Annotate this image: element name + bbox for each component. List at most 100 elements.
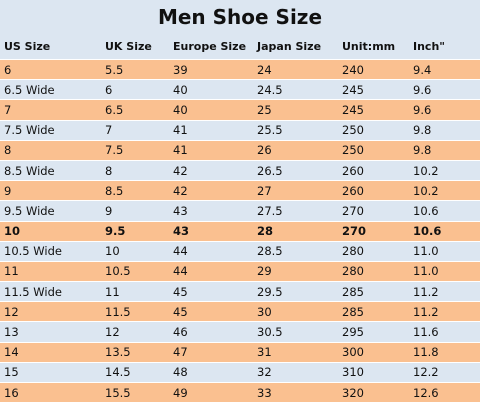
cell-uk-size: 10.5: [101, 260, 169, 282]
table-row: 7 6.5 40 25 245 9.6: [0, 99, 480, 121]
header-japan-size: Japan Size: [257, 40, 322, 53]
cell-japan-size: 33: [253, 382, 338, 402]
cell-japan-size: 25.5: [253, 119, 338, 141]
cell-europe-size: 42: [169, 180, 253, 201]
cell-europe-size: 47: [169, 341, 253, 363]
table-row: 8.5 Wide 8 42 26.5 260 10.2: [0, 159, 480, 181]
size-table: US Size UK Size Europe Size Japan Size U…: [0, 34, 480, 402]
size-rows: 6 5.5 39 24 240 9.4 6.5 Wide 6 40 24.5 245 9.6 7 6.5 4…: [0, 58, 480, 402]
cell-us-size: 15: [0, 361, 101, 383]
table-row: 15 14.5 48 32 310 12.2: [0, 361, 480, 383]
cell-inch: 11.0: [409, 260, 480, 282]
cell-mm: 250: [338, 139, 409, 161]
cell-inch: 9.8: [409, 119, 480, 141]
cell-inch: 11.6: [409, 321, 480, 343]
cell-europe-size: 45: [169, 301, 253, 322]
cell-us-size: 7: [0, 99, 101, 121]
cell-mm: 260: [338, 180, 409, 201]
cell-japan-size: 29.5: [253, 281, 338, 302]
page-title: Men Shoe Size: [157, 5, 323, 29]
cell-mm: 320: [338, 382, 409, 402]
cell-us-size: 7.5 Wide: [0, 119, 101, 141]
header-europe-size: Europe Size: [173, 40, 247, 53]
cell-us-size: 9.5 Wide: [0, 200, 101, 221]
cell-inch: 10.6: [409, 220, 480, 242]
cell-japan-size: 32: [253, 361, 338, 383]
cell-japan-size: 29: [253, 260, 338, 282]
header-inch: Inch": [413, 40, 446, 53]
cell-europe-size: 45: [169, 281, 253, 302]
cell-uk-size: 7.5: [101, 139, 169, 161]
cell-europe-size: 49: [169, 382, 253, 402]
cell-europe-size: 41: [169, 119, 253, 141]
cell-us-size: 16: [0, 382, 101, 402]
cell-us-size: 8: [0, 139, 101, 161]
cell-us-size: 11.5 Wide: [0, 281, 101, 302]
cell-mm: 245: [338, 79, 409, 100]
cell-inch: 9.6: [409, 99, 480, 121]
cell-europe-size: 44: [169, 240, 253, 262]
table-row: 10.5 Wide 10 44 28.5 280 11.0: [0, 240, 480, 262]
cell-inch: 9.4: [409, 58, 480, 80]
cell-inch: 11.2: [409, 301, 480, 322]
cell-europe-size: 43: [169, 220, 253, 242]
cell-japan-size: 28.5: [253, 240, 338, 262]
cell-us-size: 9: [0, 180, 101, 201]
table-row: 8 7.5 41 26 250 9.8: [0, 139, 480, 161]
cell-uk-size: 12: [101, 321, 169, 343]
cell-japan-size: 27.5: [253, 200, 338, 221]
cell-uk-size: 13.5: [101, 341, 169, 363]
cell-us-size: 14: [0, 341, 101, 363]
cell-mm: 295: [338, 321, 409, 343]
cell-mm: 270: [338, 200, 409, 221]
cell-europe-size: 46: [169, 321, 253, 343]
cell-europe-size: 40: [169, 99, 253, 121]
cell-europe-size: 39: [169, 58, 253, 80]
cell-japan-size: 24.5: [253, 79, 338, 100]
cell-uk-size: 11: [101, 281, 169, 302]
cell-uk-size: 8: [101, 159, 169, 181]
cell-europe-size: 43: [169, 200, 253, 221]
table-row: 11.5 Wide 11 45 29.5 285 11.2: [0, 281, 480, 302]
cell-us-size: 13: [0, 321, 101, 343]
table-row: 14 13.5 47 31 300 11.8: [0, 341, 480, 363]
table-row: 12 11.5 45 30 285 11.2: [0, 301, 480, 322]
cell-inch: 11.0: [409, 240, 480, 262]
cell-europe-size: 42: [169, 159, 253, 181]
cell-uk-size: 14.5: [101, 361, 169, 383]
cell-japan-size: 26: [253, 139, 338, 161]
cell-uk-size: 7: [101, 119, 169, 141]
cell-us-size: 6: [0, 58, 101, 80]
cell-inch: 12.2: [409, 361, 480, 383]
cell-us-size: 11: [0, 260, 101, 282]
cell-mm: 300: [338, 341, 409, 363]
cell-mm: 285: [338, 301, 409, 322]
cell-europe-size: 48: [169, 361, 253, 383]
cell-uk-size: 15.5: [101, 382, 169, 402]
table-row: 16 15.5 49 33 320 12.6: [0, 382, 480, 402]
cell-europe-size: 40: [169, 79, 253, 100]
cell-inch: 9.6: [409, 79, 480, 100]
table-row: 10 9.5 43 28 270 10.6: [0, 220, 480, 242]
table-row: 9.5 Wide 9 43 27.5 270 10.6: [0, 200, 480, 221]
cell-mm: 250: [338, 119, 409, 141]
cell-mm: 245: [338, 99, 409, 121]
cell-inch: 10.2: [409, 180, 480, 201]
cell-mm: 270: [338, 220, 409, 242]
cell-uk-size: 9: [101, 200, 169, 221]
cell-mm: 260: [338, 159, 409, 181]
cell-mm: 285: [338, 281, 409, 302]
cell-uk-size: 10: [101, 240, 169, 262]
header-us-size: US Size: [4, 40, 51, 53]
cell-us-size: 6.5 Wide: [0, 79, 101, 100]
table-row: 7.5 Wide 7 41 25.5 250 9.8: [0, 119, 480, 141]
cell-japan-size: 30.5: [253, 321, 338, 343]
header-unit-mm: Unit:mm: [342, 40, 396, 53]
table-row: 6.5 Wide 6 40 24.5 245 9.6: [0, 79, 480, 100]
cell-inch: 10.6: [409, 200, 480, 221]
cell-us-size: 8.5 Wide: [0, 159, 101, 181]
cell-inch: 11.8: [409, 341, 480, 363]
cell-japan-size: 26.5: [253, 159, 338, 181]
table-row: 13 12 46 30.5 295 11.6: [0, 321, 480, 343]
